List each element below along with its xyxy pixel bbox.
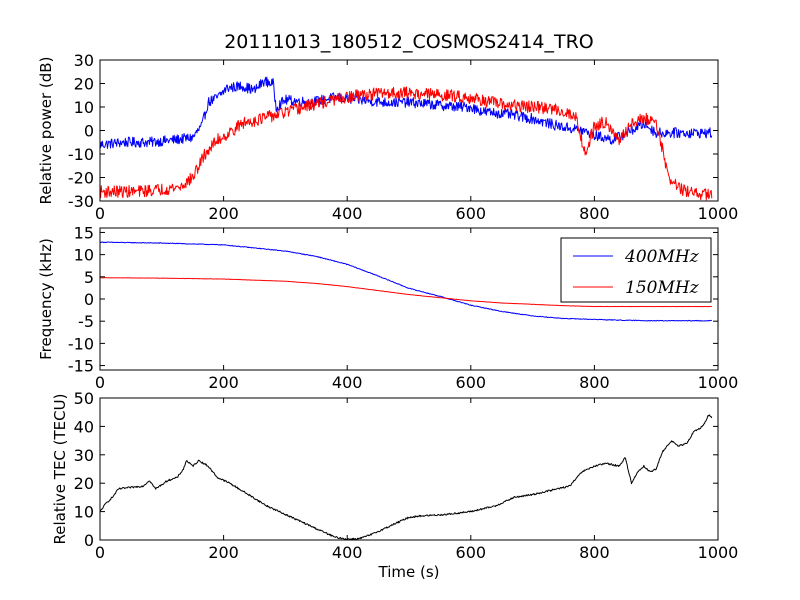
series-line-1 <box>100 414 713 540</box>
plot-area <box>100 414 713 540</box>
x-tick-label: 400 <box>332 204 363 223</box>
series-line-2 <box>100 86 713 201</box>
x-tick-label: 800 <box>579 373 610 392</box>
x-tick-label: 800 <box>579 204 610 223</box>
legend: 400MHz 150MHz <box>560 237 712 303</box>
x-tick-label: 600 <box>456 543 487 562</box>
x-tick-label: 1000 <box>698 204 739 223</box>
y-tick-label: 10 <box>74 98 94 117</box>
y-tick-label: -10 <box>68 145 94 164</box>
y-tick-label: 30 <box>74 446 94 465</box>
x-tick-label: 600 <box>456 204 487 223</box>
x-tick-label: 400 <box>332 373 363 392</box>
y-tick-label: 0 <box>84 531 94 550</box>
x-tick-label: 1000 <box>698 373 739 392</box>
y-tick-label: -30 <box>68 192 94 211</box>
legend-label: 150MHz <box>625 278 700 298</box>
y-tick-label: 40 <box>74 417 94 436</box>
chart-panel-2: 0 200 400 600 800 1000 -15 -10 -5 0 5 10 15 Frequency… <box>37 223 738 392</box>
x-tick-label: 600 <box>456 373 487 392</box>
x-axis-label: Time (s) <box>378 563 440 581</box>
series-line-1 <box>100 241 712 322</box>
y-tick-label: 0 <box>84 122 94 141</box>
chart-panel-1: 0 200 400 600 800 1000 -30 -20 -10 0 10 20 30 Relativ… <box>37 51 738 223</box>
y-tick-label: 15 <box>74 223 94 242</box>
y-axis-label: Relative power (dB) <box>37 57 55 205</box>
series-line-2 <box>100 277 712 308</box>
y-tick-label: 20 <box>74 75 94 94</box>
x-tick-label: 200 <box>208 204 239 223</box>
x-tick-label: 800 <box>579 543 610 562</box>
x-tick-label: 200 <box>208 373 239 392</box>
plot-area <box>100 241 712 322</box>
legend-label: 400MHz <box>624 247 700 267</box>
y-axis-label: Relative TEC (TECU) <box>51 394 69 545</box>
y-axis-label: Frequency (kHz) <box>37 238 55 360</box>
y-tick-label: 50 <box>74 389 94 408</box>
y-tick-label: 5 <box>84 268 94 287</box>
chart-panel-3: 0 200 400 600 800 1000 0 10 20 30 40 50 Relative TEC… <box>51 389 738 562</box>
plot-area <box>100 76 713 201</box>
y-tick-label: 0 <box>84 290 94 309</box>
y-tick-label: -15 <box>68 357 94 376</box>
y-tick-label: -10 <box>68 334 94 353</box>
y-tick-label: -5 <box>78 312 94 331</box>
x-tick-label: 200 <box>208 543 239 562</box>
y-tick-label: -20 <box>68 169 94 188</box>
series-line-1 <box>100 76 713 149</box>
x-tick-label: 1000 <box>698 543 739 562</box>
axes-frame <box>99 397 719 541</box>
y-tick-label: 20 <box>74 474 94 493</box>
legend-box <box>560 237 712 303</box>
y-tick-label: 10 <box>74 246 94 265</box>
x-tick-label: 0 <box>95 543 105 562</box>
y-tick-label: 10 <box>74 503 94 522</box>
x-tick-label: 400 <box>332 543 363 562</box>
y-tick-label: 30 <box>74 51 94 70</box>
x-tick-label: 0 <box>95 204 105 223</box>
figure-title: 20111013_180512_COSMOS2414_TRO <box>224 31 594 53</box>
x-tick-label: 0 <box>95 373 105 392</box>
